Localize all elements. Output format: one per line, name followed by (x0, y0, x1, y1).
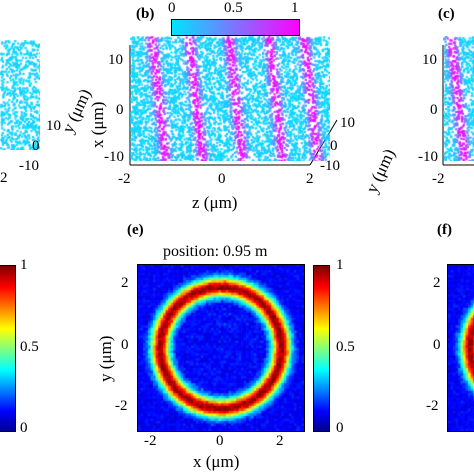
panel-f-ytick: -2 (426, 398, 439, 414)
panel-e-colorbar-tick: 0 (336, 420, 344, 436)
panel-b-ztick: 2 (306, 171, 314, 187)
panel-f-letter: (f) (437, 222, 452, 238)
panel-d-colorbar (0, 265, 16, 432)
panel-c-scatter (443, 36, 474, 161)
panel-b-colorbar-tick: 0.5 (224, 0, 243, 16)
panel-b-scatter (130, 36, 330, 161)
panel-f-heatmap (447, 264, 474, 432)
panel-c-ztick: -2 (432, 171, 445, 187)
panel-b-letter: (b) (136, 6, 155, 22)
panel-e-ytick: 0 (121, 337, 129, 353)
panel-c-xtick: -10 (418, 149, 438, 165)
panel-e-xlabel: x (μm) (193, 452, 240, 471)
panel-e-colorbar-tick: 0.5 (336, 339, 355, 355)
panel-b-colorbar (171, 19, 300, 36)
panel-c-xtick: 0 (430, 102, 438, 118)
panel-b-ytick: 10 (340, 115, 355, 131)
panel-e-ytick: 2 (121, 275, 129, 291)
panel-b-ztick: 0 (218, 171, 226, 187)
panel-a-ytick: -10 (19, 158, 39, 174)
panel-e-heatmap (137, 264, 305, 432)
panel-a-ytick: 0 (32, 138, 40, 154)
panel-a-ztick: 2 (0, 170, 8, 186)
panel-e-title: position: 0.95 m (163, 243, 268, 260)
panel-e-letter: (e) (127, 222, 144, 238)
panel-b-xtick: 0 (116, 102, 124, 118)
panel-b-ytick: -10 (320, 158, 340, 174)
panel-b-zlabel: z (μm) (192, 193, 238, 212)
panel-a-ytick: 10 (46, 118, 61, 134)
panel-e-xtick: -2 (144, 433, 157, 449)
panel-d-colorbar-tick: 1 (20, 257, 28, 273)
panel-b-ytick: 0 (330, 138, 338, 154)
panel-e-colorbar-tick: 1 (336, 257, 344, 273)
panel-b-colorbar-tick: 0 (168, 0, 176, 16)
panel-b-xtick: -10 (104, 149, 124, 165)
panel-e-ylabel: y (μm) (96, 335, 115, 382)
panel-c-letter: (c) (438, 6, 455, 22)
panel-b-xtick: 10 (108, 52, 123, 68)
panel-e-colorbar (313, 265, 330, 432)
panel-f-ytick: 0 (433, 337, 441, 353)
panel-e-xtick: 0 (216, 433, 224, 449)
panel-e-xtick: 2 (276, 433, 284, 449)
panel-e-ytick: -2 (115, 398, 128, 414)
panel-c-xtick: 10 (422, 52, 437, 68)
panel-b-ztick: -2 (118, 171, 131, 187)
panel-a-scatter (0, 40, 40, 150)
panel-d-colorbar-tick: 0.5 (20, 339, 39, 355)
panel-d-colorbar-tick: 0 (20, 420, 28, 436)
panel-f-ytick: 2 (433, 275, 441, 291)
panel-b-colorbar-tick: 1 (291, 0, 299, 16)
